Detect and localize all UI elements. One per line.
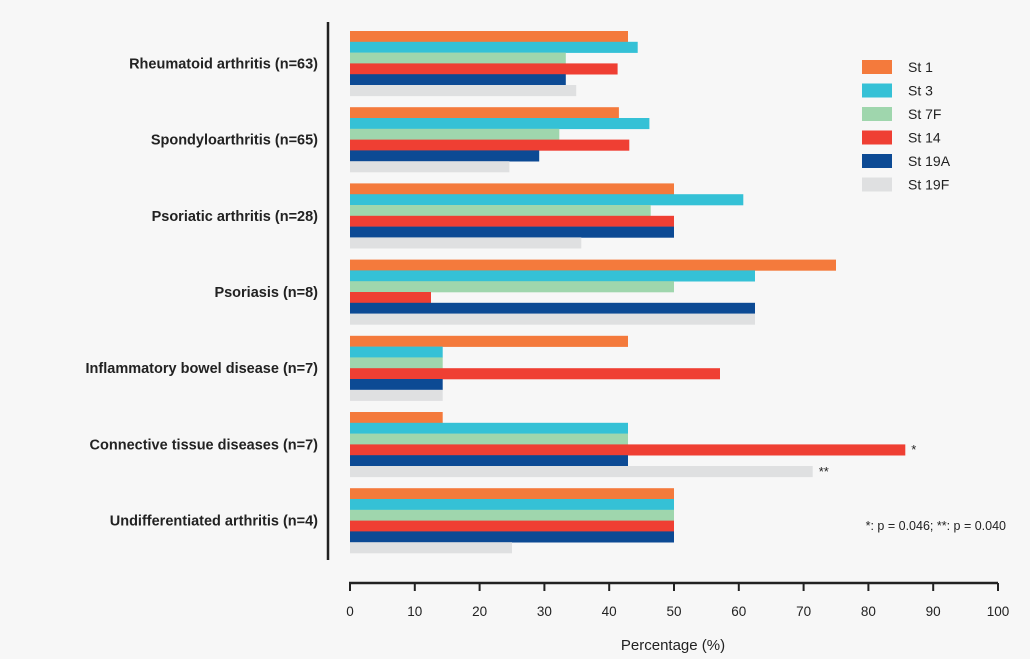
bar <box>350 52 566 64</box>
bar <box>350 531 674 543</box>
bar <box>350 150 540 162</box>
significance-annotation: *: p = 0.046; **: p = 0.040 <box>866 519 1006 533</box>
bar <box>350 205 651 217</box>
bar <box>350 237 582 249</box>
bar <box>350 412 443 424</box>
bar <box>350 357 443 369</box>
bar <box>350 520 674 532</box>
bar <box>350 139 630 151</box>
bar <box>350 542 512 554</box>
bar <box>350 509 674 521</box>
bar <box>350 259 836 271</box>
bar <box>350 270 755 282</box>
bar <box>350 107 619 119</box>
category-label: Undifferentiated arthritis (n=4) <box>110 514 318 530</box>
bar <box>350 128 560 140</box>
legend-swatch <box>862 107 892 121</box>
bar <box>350 444 906 456</box>
legend-label: St 19F <box>908 177 949 193</box>
bar <box>350 118 650 130</box>
legend-swatch <box>862 177 892 192</box>
bar <box>350 41 638 53</box>
category-label: Psoriasis (n=8) <box>214 285 318 301</box>
bar <box>350 422 628 434</box>
bar <box>350 194 744 206</box>
bar <box>350 379 443 391</box>
significance-mark: ** <box>819 464 829 479</box>
x-tick-label: 70 <box>796 604 811 619</box>
bar <box>350 281 674 293</box>
x-axis-title: Percentage (%) <box>621 637 725 654</box>
bar <box>350 63 618 75</box>
bar <box>350 302 755 314</box>
legend-swatch <box>862 154 892 168</box>
bar <box>350 368 720 380</box>
bar <box>350 226 674 238</box>
bar <box>350 346 443 358</box>
category-label: Inflammatory bowel disease (n=7) <box>86 361 319 377</box>
legend-swatch <box>862 83 892 98</box>
bar <box>350 313 755 325</box>
legend-swatch <box>862 130 892 145</box>
bar <box>350 488 674 500</box>
category-label: Rheumatoid arthritis (n=63) <box>129 56 318 72</box>
category-label: Spondyloarthritis (n=65) <box>151 133 318 149</box>
legend-swatch <box>862 60 892 74</box>
bar <box>350 433 628 445</box>
x-tick-label: 40 <box>602 604 617 619</box>
x-tick-label: 100 <box>987 604 1010 619</box>
x-tick-label: 90 <box>926 604 941 619</box>
x-tick-label: 50 <box>666 604 681 619</box>
bar <box>350 215 674 227</box>
legend-label: St 3 <box>908 83 933 99</box>
bar <box>350 455 628 467</box>
legend-label: St 1 <box>908 59 933 75</box>
significance-mark: * <box>911 442 916 457</box>
bar <box>350 499 674 511</box>
x-tick-label: 60 <box>731 604 746 619</box>
bar <box>350 466 813 478</box>
bar <box>350 74 566 86</box>
legend-label: St 7F <box>908 106 941 122</box>
x-tick-label: 30 <box>537 604 552 619</box>
bar <box>350 31 628 43</box>
bar <box>350 183 674 195</box>
category-label: Connective tissue diseases (n=7) <box>90 437 319 453</box>
x-tick-label: 80 <box>861 604 876 619</box>
legend-label: St 19A <box>908 153 951 169</box>
bar <box>350 85 577 97</box>
x-tick-label: 20 <box>472 604 487 619</box>
bar <box>350 389 443 401</box>
legend-label: St 14 <box>908 130 941 146</box>
x-tick-label: 0 <box>346 604 354 619</box>
category-label: Psoriatic arthritis (n=28) <box>152 209 319 225</box>
bar <box>350 161 510 173</box>
bar <box>350 292 431 304</box>
bar <box>350 335 628 347</box>
x-tick-label: 10 <box>407 604 422 619</box>
